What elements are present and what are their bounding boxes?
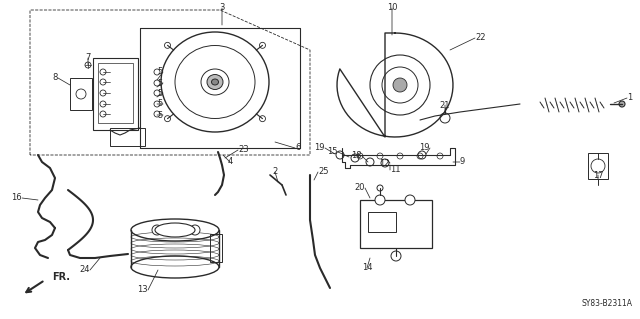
Ellipse shape — [207, 75, 223, 90]
Text: 2: 2 — [273, 167, 278, 176]
Text: 11: 11 — [390, 166, 401, 174]
Text: 8: 8 — [52, 73, 58, 83]
Text: 24: 24 — [79, 265, 90, 275]
Circle shape — [619, 101, 625, 107]
Text: 4: 4 — [227, 158, 232, 167]
Bar — [360, 200, 432, 248]
Text: 19: 19 — [419, 144, 430, 152]
Text: 1: 1 — [627, 93, 632, 102]
Circle shape — [178, 225, 188, 235]
Text: 23: 23 — [238, 145, 248, 154]
Circle shape — [375, 195, 385, 205]
Bar — [368, 212, 396, 232]
Text: 6: 6 — [295, 144, 300, 152]
Text: 20: 20 — [355, 183, 365, 192]
Circle shape — [405, 195, 415, 205]
Text: 15: 15 — [328, 147, 338, 157]
Text: 12: 12 — [380, 159, 390, 167]
Text: FR.: FR. — [52, 272, 70, 282]
Text: 5: 5 — [157, 78, 163, 87]
Ellipse shape — [211, 79, 218, 85]
Circle shape — [152, 225, 162, 235]
Bar — [210, 234, 222, 262]
Ellipse shape — [155, 223, 195, 237]
Text: 3: 3 — [220, 4, 225, 12]
Text: 25: 25 — [318, 167, 328, 176]
Text: 19: 19 — [314, 144, 325, 152]
Text: 5: 5 — [157, 110, 163, 120]
Bar — [93, 58, 138, 130]
Text: 22: 22 — [475, 33, 486, 42]
Circle shape — [165, 225, 175, 235]
Text: 13: 13 — [138, 286, 148, 294]
Circle shape — [190, 225, 200, 235]
Text: 5: 5 — [157, 100, 163, 108]
Text: 16: 16 — [12, 194, 22, 203]
Circle shape — [393, 78, 407, 92]
Text: 7: 7 — [85, 54, 91, 63]
Text: SY83-B2311A: SY83-B2311A — [581, 299, 632, 308]
Text: 5: 5 — [157, 88, 163, 98]
Bar — [98, 63, 133, 123]
Bar — [588, 153, 608, 179]
Text: 17: 17 — [593, 170, 604, 180]
Bar — [110, 128, 145, 146]
Bar — [70, 78, 92, 110]
Text: 5: 5 — [157, 68, 163, 77]
Ellipse shape — [131, 219, 219, 241]
Text: 10: 10 — [387, 4, 397, 12]
Text: 14: 14 — [362, 263, 372, 272]
Text: 9: 9 — [460, 158, 465, 167]
Text: 18: 18 — [351, 152, 362, 160]
Text: 21: 21 — [440, 100, 451, 109]
